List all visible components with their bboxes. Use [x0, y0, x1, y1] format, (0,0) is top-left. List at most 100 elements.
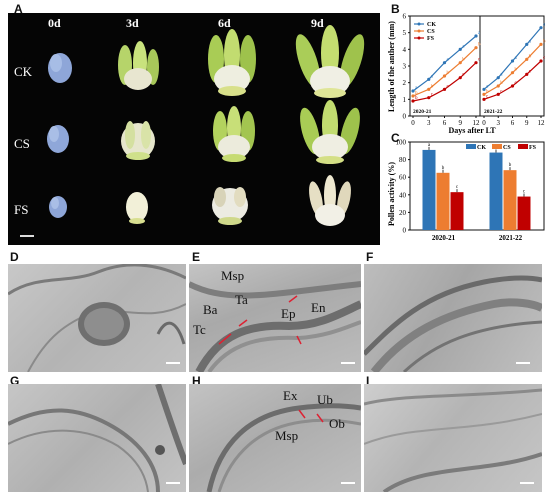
significance-letter: b: [415, 91, 418, 96]
data-point: [411, 94, 415, 98]
legend-label-fs: FS: [427, 36, 435, 42]
significance-letter: b: [442, 166, 445, 171]
flower-ck-9d: [295, 25, 365, 98]
panel-label-g: G: [10, 374, 20, 388]
panel-c-ylabel: Pollen activity (%): [387, 162, 396, 226]
panel-label-d: D: [10, 250, 19, 264]
significance-letter: b: [478, 43, 481, 48]
x-tick-label: 6: [511, 119, 515, 127]
em-image-g: [8, 384, 186, 492]
significance-letter: c: [431, 93, 434, 98]
significance-letter: a: [415, 86, 418, 91]
bar-ck: [422, 149, 436, 230]
panel-label-f: F: [366, 250, 374, 264]
legend-swatch: [492, 144, 502, 149]
x-tick-label: 0: [482, 119, 486, 127]
scale-bar: [166, 482, 180, 484]
panel-b-xlabel: Days after LT: [448, 126, 496, 135]
x-tick-label: 12: [538, 119, 546, 127]
significance-letter: c: [500, 89, 503, 94]
data-point: [474, 46, 478, 50]
y-tick-label: 0: [403, 227, 407, 235]
y-tick-label: 60: [399, 174, 407, 182]
panel-label-a: A: [14, 2, 23, 16]
em-label-ta: Ta: [235, 292, 248, 307]
row-label-fs: FS: [14, 202, 29, 217]
y-tick-label: 100: [396, 139, 407, 147]
data-point: [496, 76, 500, 80]
significance-letter: c: [478, 58, 481, 63]
panel-label-i: I: [366, 374, 370, 388]
significance-letter: c: [529, 69, 532, 74]
y-tick-label: 2: [403, 79, 407, 87]
data-point: [411, 89, 415, 93]
significance-letter: c: [543, 56, 546, 61]
scale-bar: [166, 362, 180, 364]
significance-letter: b: [486, 89, 489, 94]
x-tick-label: 12: [473, 119, 481, 127]
y-tick-label: 4: [403, 46, 407, 54]
significance-letter: c: [447, 84, 450, 89]
panel-c-frame: [409, 141, 545, 231]
category-label: 2020-21: [432, 234, 456, 242]
flower-fs-0d: [49, 196, 67, 218]
y-tick-label: 1: [403, 96, 407, 104]
significance-letter: b: [415, 96, 418, 101]
y-tick-label: 6: [403, 13, 407, 21]
significance-letter: b: [462, 58, 465, 63]
y-tick-label: 3: [403, 63, 407, 71]
data-point: [442, 74, 447, 78]
scale-bar: [520, 482, 534, 484]
significance-letter: a: [431, 74, 434, 79]
year-label: 2020-21: [413, 109, 432, 115]
data-point: [474, 61, 478, 65]
data-point: [496, 84, 500, 88]
panel-b-line-chart: Length of the anther (mm) Days after LT …: [387, 13, 546, 136]
significance-letter: a: [428, 143, 431, 148]
scale-bar: [341, 362, 355, 364]
data-point: [427, 77, 431, 81]
panel-label-e: E: [192, 250, 201, 264]
em-image-i: [364, 384, 542, 492]
data-point: [482, 87, 486, 91]
em-label-msp-h: Msp: [275, 428, 299, 443]
data-point: [427, 96, 431, 100]
data-point: [539, 59, 543, 63]
data-point: [482, 97, 486, 101]
significance-letter: b: [431, 84, 434, 89]
data-point: [525, 42, 529, 46]
bar-cs: [503, 170, 517, 230]
data-point: [525, 72, 529, 76]
data-point: [539, 42, 543, 46]
panel-b-ylabel: Length of the anther (mm): [387, 21, 396, 112]
legend-marker: [417, 36, 421, 40]
x-tick-label: 3: [427, 119, 431, 127]
flower-cs-9d: [300, 100, 360, 164]
flower-fs-3d: [126, 192, 148, 224]
data-point: [458, 61, 462, 65]
data-point: [458, 76, 462, 80]
data-point: [510, 71, 515, 75]
legend-label-ck: CK: [427, 22, 436, 28]
panel-label-b: B: [391, 2, 400, 16]
x-tick-label: 9: [459, 119, 463, 127]
flower-ck-0d: [48, 53, 72, 83]
legend-label-cs: CS: [503, 145, 511, 151]
flower-cs-6d: [213, 106, 255, 162]
data-point: [411, 99, 415, 103]
significance-letter: a: [529, 39, 532, 44]
significance-letter: c: [515, 81, 518, 86]
em-image-d: [8, 264, 186, 372]
significance-letter: a: [500, 73, 503, 78]
em-image-e: Msp Ta Ba Tc Ep En: [189, 264, 361, 372]
category-label: 2021-22: [499, 234, 523, 242]
significance-letter: c: [486, 94, 489, 99]
significance-letter: b: [500, 81, 503, 86]
bar-fs: [517, 196, 531, 230]
significance-letter: b: [447, 71, 450, 76]
significance-letter: c: [456, 185, 459, 190]
legend-swatch: [518, 144, 528, 149]
significance-letter: b: [529, 54, 532, 59]
legend-label-cs: CS: [427, 29, 435, 35]
data-point: [442, 61, 447, 65]
